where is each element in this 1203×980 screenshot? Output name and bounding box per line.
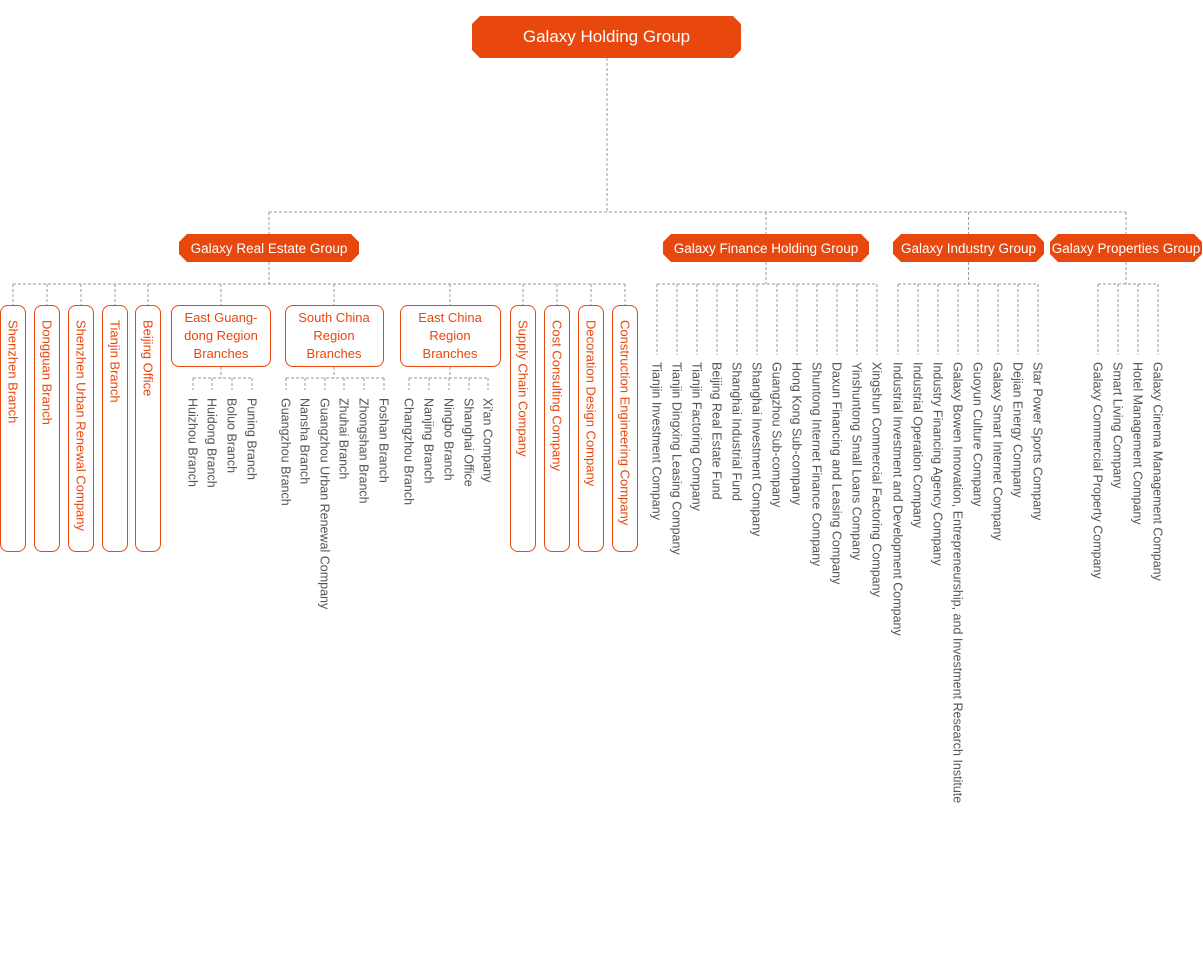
sub-branch: Zhongshan Branch bbox=[356, 398, 371, 504]
region-node: East Guang-dong Region Branches bbox=[171, 305, 271, 367]
branch-node: Construction Engineering Company bbox=[612, 305, 638, 552]
branch-node: Supply Chain Company bbox=[510, 305, 536, 552]
branch-node: Beijing Office bbox=[135, 305, 161, 552]
company: Galaxy Cinema Management Company bbox=[1150, 362, 1165, 581]
company: Hong Kong Sub-company bbox=[789, 362, 804, 506]
sub-branch: Zhuhai Branch bbox=[336, 398, 351, 480]
sub-branch: Xi'an Company bbox=[480, 398, 495, 483]
branch-node: Tianjin Branch bbox=[102, 305, 128, 552]
company: Hotel Management Company bbox=[1130, 362, 1145, 525]
company: Dejian Energy Company bbox=[1010, 362, 1025, 498]
company: Industrial Investment and Development Co… bbox=[890, 362, 905, 636]
sub-branch: Guangzhou Urban Renewal Company bbox=[317, 398, 332, 610]
sub-branch: Nanjing Branch bbox=[421, 398, 436, 484]
branch-node: Cost Consulting Company bbox=[544, 305, 570, 552]
company: Beijing Real Estate Fund bbox=[709, 362, 724, 500]
sub-branch: Shanghai Office bbox=[461, 398, 476, 487]
sub-branch: Ningbo Branch bbox=[441, 398, 456, 481]
sub-branch: Huidong Branch bbox=[204, 398, 219, 488]
company: Star Power Sports Company bbox=[1030, 362, 1045, 521]
group-node: Galaxy Real Estate Group bbox=[179, 234, 359, 262]
company: Tianjin Dingxing Leasing Company bbox=[669, 362, 684, 555]
company: Shanghai Investment Company bbox=[749, 362, 764, 537]
sub-branch: Changzhou Branch bbox=[401, 398, 416, 506]
sub-branch: Huizhou Branch bbox=[185, 398, 200, 487]
company: Galaxy Commercial Property Company bbox=[1090, 362, 1105, 579]
company: Guoyun Culture Company bbox=[970, 362, 985, 507]
branch-node: Shenzhen Urban Renewal Company bbox=[68, 305, 94, 552]
company: Tianjin Factoring Company bbox=[689, 362, 704, 511]
company: Galaxy Bowen Innovation, Entrepreneurshi… bbox=[950, 362, 965, 804]
region-node: East China Region Branches bbox=[399, 305, 501, 367]
company: Daxun Financing and Leasing Company bbox=[829, 362, 844, 585]
company: Shanghai Industrial Fund bbox=[729, 362, 744, 501]
sub-branch: Puning Branch bbox=[244, 398, 259, 481]
root-node: Galaxy Holding Group bbox=[472, 16, 741, 58]
sub-branch: Foshan Branch bbox=[376, 398, 391, 483]
branch-node: Shenzhen Branch bbox=[0, 305, 26, 552]
sub-branch: Nansha Branch bbox=[297, 398, 312, 485]
group-node: Galaxy Properties Group bbox=[1050, 234, 1202, 262]
sub-branch: Guangzhou Branch bbox=[278, 398, 293, 506]
company: Yinshuntong Small Loans Company bbox=[849, 362, 864, 561]
company: Tianjin Investment Company bbox=[649, 362, 664, 520]
group-node: Galaxy Industry Group bbox=[893, 234, 1044, 262]
company: Shuntong Internet Finance Company bbox=[809, 362, 824, 567]
branch-node: Dongguan Branch bbox=[34, 305, 60, 552]
company: Guangzhou Sub-company bbox=[769, 362, 784, 508]
company: Galaxy Smart Internet Company bbox=[990, 362, 1005, 541]
sub-branch: Boluo Branch bbox=[224, 398, 239, 474]
region-node: South China Region Branches bbox=[284, 305, 384, 367]
company: Xingshun Commercial Factoring Company bbox=[869, 362, 884, 597]
branch-node: Decoration Design Company bbox=[578, 305, 604, 552]
group-node: Galaxy Finance Holding Group bbox=[663, 234, 869, 262]
company: Smart Living Company bbox=[1110, 362, 1125, 489]
company: Industry Financing Agency Company bbox=[930, 362, 945, 566]
company: Industrial Operation Company bbox=[910, 362, 925, 529]
